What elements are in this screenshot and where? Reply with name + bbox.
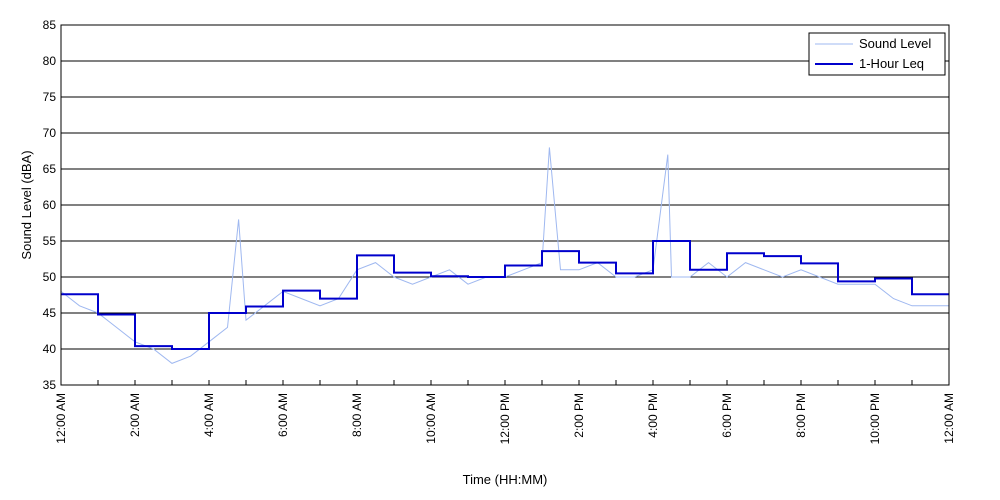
x-tick-label: 6:00 PM	[720, 393, 734, 438]
x-tick-label: 10:00 AM	[424, 393, 438, 444]
y-tick-label: 75	[43, 90, 57, 104]
series-1-hour-leq-line	[61, 240, 949, 350]
y-tick-label: 85	[43, 18, 57, 32]
y-axis-title: Sound Level (dBA)	[19, 150, 34, 259]
y-tick-label: 65	[43, 162, 57, 176]
series-sound-level-line	[60, 147, 949, 364]
y-tick-label: 35	[43, 378, 57, 392]
y-tick-label: 70	[43, 126, 57, 140]
legend-label-sound-level: Sound Level	[859, 36, 931, 51]
x-tick-label: 2:00 PM	[572, 393, 586, 438]
y-tick-label: 60	[43, 198, 57, 212]
x-tick-label: 4:00 PM	[646, 393, 660, 438]
y-tick-label: 50	[43, 270, 57, 284]
y-tick-label: 80	[43, 54, 57, 68]
y-tick-label: 40	[43, 342, 57, 356]
legend-label-1-hour-leq: 1-Hour Leq	[859, 56, 924, 71]
x-tick-label: 10:00 PM	[868, 393, 882, 444]
x-tick-label: 8:00 AM	[350, 393, 364, 437]
x-tick-label: 12:00 PM	[498, 393, 512, 444]
x-tick-label: 12:00 AM	[54, 393, 68, 444]
x-axis-title: Time (HH:MM)	[463, 472, 548, 487]
x-tick-label: 4:00 AM	[202, 393, 216, 437]
legend: Sound Level 1-Hour Leq	[808, 32, 946, 76]
y-tick-label: 45	[43, 306, 57, 320]
x-tick-label: 6:00 AM	[276, 393, 290, 437]
x-tick-label: 8:00 PM	[794, 393, 808, 438]
data-series	[60, 147, 949, 364]
legend-box	[808, 32, 946, 76]
plot-area-frame	[60, 24, 950, 386]
y-tick-label: 55	[43, 234, 57, 248]
y-axis-ticks: 35 40 45 50 55 60 65 70 75 80 85	[43, 18, 66, 392]
x-tick-label: 2:00 AM	[128, 393, 142, 437]
x-axis-ticks: 12:00 AM 2:00 AM 4:00 AM 6:00 AM 8:00 AM 10:0…	[54, 380, 956, 444]
x-tick-label: 12:00 AM	[942, 393, 956, 444]
